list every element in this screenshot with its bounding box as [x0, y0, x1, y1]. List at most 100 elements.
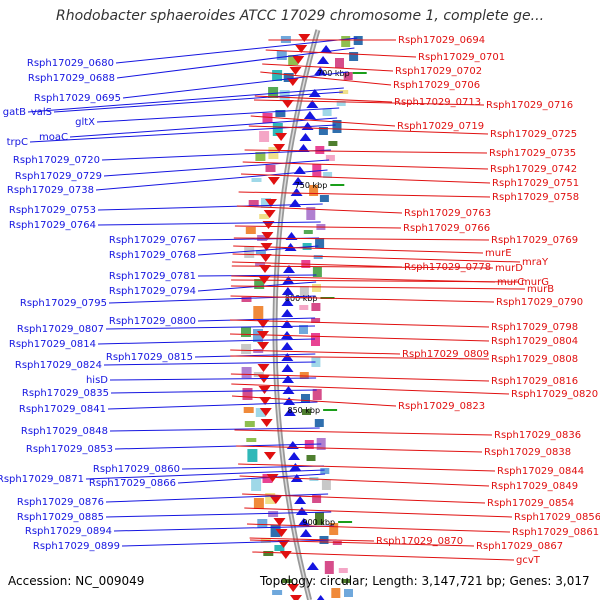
feature-band — [241, 297, 252, 302]
feature-band — [255, 250, 266, 254]
leader-line — [250, 115, 396, 127]
forward-gene-arrow — [308, 89, 321, 97]
gene-label: Rsph17029_0713 — [394, 97, 481, 108]
forward-gene-arrow — [283, 408, 296, 416]
leader-line — [97, 338, 316, 345]
gene-label: Rsph17029_0861 — [512, 527, 599, 538]
leader-line — [230, 295, 495, 303]
forward-gene-arrow — [282, 375, 294, 383]
leader-line — [69, 117, 338, 138]
backbone — [272, 29, 321, 600]
gene-label: Rsph17029_0742 — [490, 164, 577, 175]
feature-band — [241, 367, 252, 378]
gene-label: Rsph17029_0853 — [26, 444, 113, 455]
gene-label: gatB — [3, 107, 26, 118]
gene-label: Rsph17029_0836 — [494, 430, 581, 441]
forward-gene-arrow — [281, 287, 294, 295]
forward-gene-arrow — [303, 111, 316, 119]
gene-label: Rsph17029_0814 — [9, 339, 96, 350]
forward-gene-arrow — [281, 342, 294, 350]
feature-band — [324, 561, 334, 574]
feature-band — [262, 113, 273, 123]
gene-label: Rsph17029_0866 — [89, 478, 176, 489]
feature-band — [321, 480, 331, 490]
forward-gene-arrow — [284, 243, 297, 251]
leader-line — [240, 173, 491, 184]
feature-band — [309, 185, 319, 196]
forward-gene-arrow — [297, 144, 310, 152]
forward-gene-arrow — [281, 309, 294, 317]
leader-line — [101, 149, 331, 161]
feature-band — [332, 120, 342, 133]
reverse-gene-arrow — [265, 199, 277, 207]
gene-label: Rsph17029_0844 — [497, 466, 584, 477]
feature-band — [244, 246, 255, 258]
reverse-gene-arrow — [259, 408, 272, 416]
forward-gene-arrow — [297, 518, 310, 526]
leader-line — [233, 245, 484, 254]
feature-band — [253, 329, 263, 342]
gene-label: trpC — [7, 137, 28, 148]
feature-band — [257, 519, 268, 528]
leader-line — [85, 469, 325, 480]
reverse-gene-arrow — [266, 474, 279, 482]
gene-label: Rsph17029_0899 — [33, 541, 120, 552]
leader-line — [177, 473, 326, 484]
feature-band — [315, 512, 324, 525]
feature-band — [303, 230, 313, 234]
leader-line — [97, 203, 323, 211]
leader-line — [231, 265, 494, 269]
feature-band — [275, 110, 286, 117]
forward-gene-arrow — [316, 595, 325, 600]
gene-label: gcvT — [516, 555, 541, 566]
gene-label: Rsph17029_0778 — [404, 262, 491, 273]
gene-label: Rsph17029_0738 — [7, 185, 94, 196]
leader-line — [107, 401, 318, 410]
feature-band — [265, 165, 276, 172]
leader-line — [244, 149, 488, 154]
gene-label: Rsph17029_0701 — [418, 52, 505, 63]
forward-gene-arrow — [299, 133, 312, 141]
feature-band — [332, 541, 342, 545]
feature-band — [274, 545, 285, 551]
reverse-gene-arrow — [298, 34, 311, 42]
leader-line — [236, 445, 483, 453]
gene-label: Rsph17029_0716 — [486, 100, 573, 111]
leader-line — [230, 349, 401, 355]
leader-line — [114, 443, 322, 450]
feature-band — [268, 87, 279, 98]
gene-label: Rsph17029_0766 — [403, 223, 490, 234]
feature-band — [323, 172, 333, 178]
leader-line — [232, 261, 403, 268]
gene-label: gltX — [75, 117, 95, 128]
tick-label: 900 kbp — [302, 518, 335, 527]
feature-band — [338, 568, 348, 573]
reverse-gene-arrow — [292, 56, 305, 64]
leader-line — [254, 95, 393, 103]
tick-label: 800 kbp — [285, 294, 318, 303]
gene-label: Rsph17029_0794 — [109, 286, 196, 297]
gene-label: Rsph17029_0790 — [496, 297, 583, 308]
gene-label: Rsph17029_0824 — [15, 360, 102, 371]
gene-label: Rsph17029_0694 — [398, 35, 485, 46]
leader-line — [95, 169, 328, 191]
feature-band — [329, 523, 339, 535]
feature-band — [281, 579, 292, 583]
feature-band — [311, 357, 321, 367]
forward-gene-arrow — [281, 364, 294, 372]
feature-band — [315, 238, 325, 248]
gene-label: Rsph17029_0820 — [511, 389, 598, 400]
map-title: Rhodobacter sphaeroides ATCC 17029 chrom… — [55, 8, 545, 24]
forward-gene-arrow — [288, 452, 301, 460]
feature-band — [318, 127, 328, 135]
leader-line — [238, 191, 491, 198]
leader-line — [231, 279, 520, 283]
feature-band — [242, 388, 253, 400]
forward-gene-arrow — [281, 298, 294, 306]
reverse-gene-arrow — [257, 342, 270, 350]
feature-band — [312, 284, 321, 292]
reverse-gene-arrow — [273, 518, 286, 526]
leader-line — [233, 237, 490, 241]
feature-band — [265, 493, 276, 504]
